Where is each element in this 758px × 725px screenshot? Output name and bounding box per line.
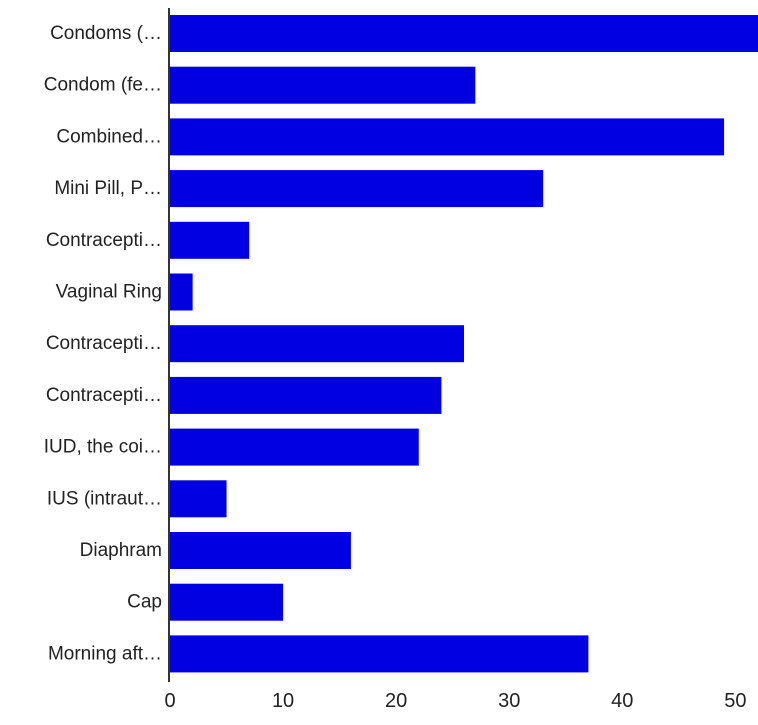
- category-label: Combined…: [56, 126, 162, 147]
- category-label: Vaginal Ring: [56, 282, 162, 303]
- category-label: Contracepti…: [46, 333, 162, 354]
- category-label: IUD, the coi…: [44, 437, 162, 458]
- x-tick-label: 10: [272, 690, 294, 712]
- bar: [170, 532, 351, 569]
- x-tick-label: 40: [611, 690, 633, 712]
- category-label: Cap: [127, 592, 162, 613]
- x-tick-label: 30: [498, 690, 520, 712]
- bar: [170, 118, 725, 156]
- bar: [170, 170, 544, 208]
- bar: [170, 15, 758, 52]
- bar: [170, 273, 193, 311]
- bar: [170, 325, 464, 363]
- category-label: Contracepti…: [46, 385, 162, 406]
- category-label: Condoms (…: [50, 23, 162, 44]
- bar: [170, 480, 227, 518]
- bars-group: [170, 15, 758, 673]
- category-label: IUS (intraut…: [47, 488, 162, 509]
- category-label: Mini Pill, P…: [54, 178, 162, 199]
- bar: [170, 221, 250, 259]
- category-label: Morning aft…: [48, 643, 162, 664]
- bar: [170, 66, 476, 104]
- x-tick-labels: 0 10 20 30 40 50: [164, 690, 746, 712]
- category-labels: Condoms (… Condom (fe… Combined… Mini Pill,…: [44, 23, 162, 664]
- bar: [170, 583, 284, 621]
- bar: [170, 635, 589, 673]
- bar: [170, 376, 442, 414]
- x-tick-label: 20: [385, 690, 407, 712]
- x-tick-label: 0: [164, 690, 175, 712]
- category-label: Condom (fe…: [44, 75, 162, 96]
- category-label: Diaphram: [80, 540, 162, 561]
- category-label: Contracepti…: [46, 230, 162, 251]
- x-tick-label: 50: [724, 690, 746, 712]
- bar: [170, 428, 419, 466]
